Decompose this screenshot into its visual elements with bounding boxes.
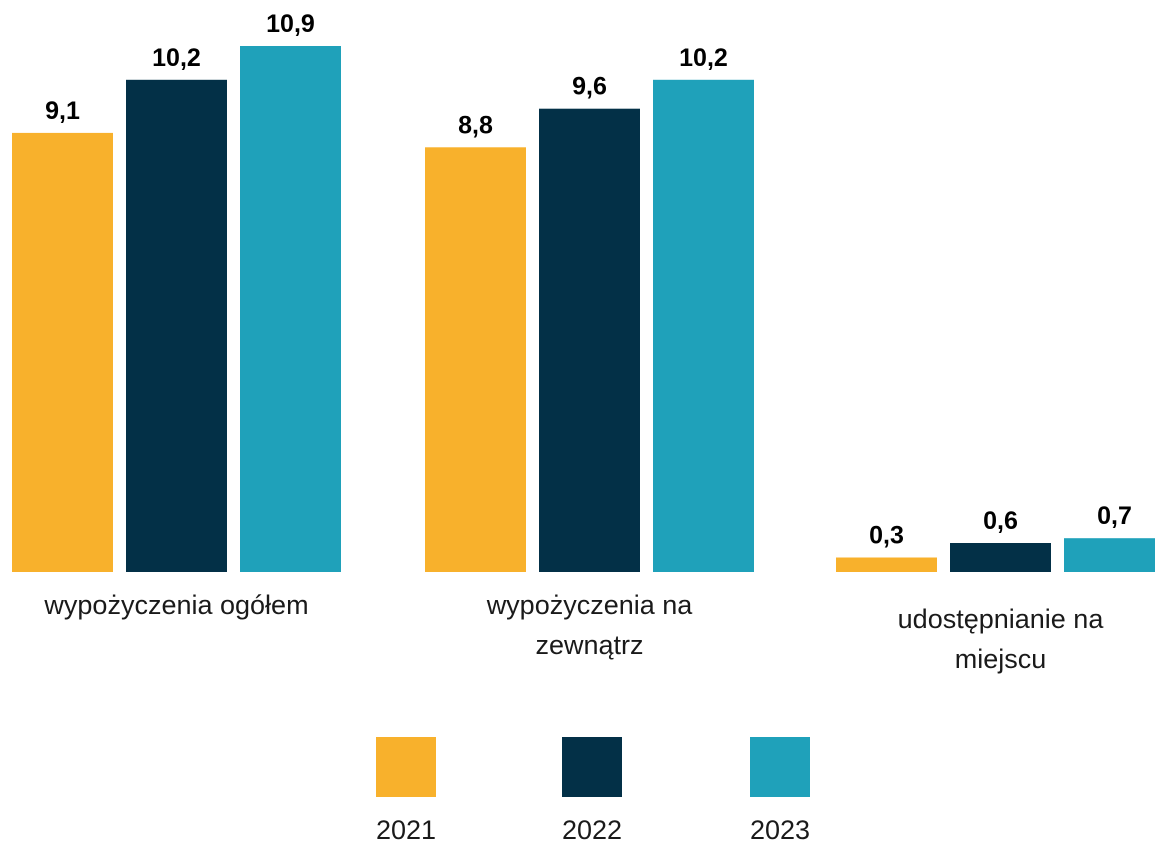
legend-swatch-2021 bbox=[376, 737, 436, 797]
data-label-2022-2: 0,6 bbox=[983, 507, 1018, 535]
category-label-2-0: udostępnianie na bbox=[898, 604, 1105, 634]
bar-2021-2 bbox=[836, 557, 937, 572]
data-label-2023-1: 10,2 bbox=[679, 44, 728, 72]
legend-label-2023: 2023 bbox=[750, 815, 810, 844]
category-label-1-1: zewnątrz bbox=[535, 630, 643, 660]
legend-label-2022: 2022 bbox=[562, 815, 622, 844]
data-label-2022-0: 10,2 bbox=[152, 44, 201, 72]
bar-2022-0 bbox=[126, 79, 227, 573]
data-label-2021-1: 8,8 bbox=[458, 111, 493, 139]
data-label-2023-2: 0,7 bbox=[1097, 502, 1132, 530]
legend-swatch-2022 bbox=[562, 737, 622, 797]
data-label-2021-0: 9,1 bbox=[45, 97, 80, 125]
category-label-1-0: wypożyczenia na bbox=[486, 590, 694, 620]
bar-2023-2 bbox=[1064, 538, 1155, 572]
bar-2021-1 bbox=[425, 147, 526, 573]
data-label-2021-2: 0,3 bbox=[869, 522, 904, 550]
bar-2023-1 bbox=[653, 79, 754, 573]
category-label-0-0: wypożyczenia ogółem bbox=[43, 590, 308, 620]
bar-2021-0 bbox=[12, 132, 113, 572]
legend-swatch-2023 bbox=[750, 737, 810, 797]
bar-2022-1 bbox=[539, 108, 640, 572]
bar-2022-2 bbox=[950, 543, 1051, 572]
category-label-2-1: miejscu bbox=[955, 644, 1047, 674]
data-label-2022-1: 9,6 bbox=[572, 73, 607, 101]
data-label-2023-0: 10,9 bbox=[266, 10, 315, 38]
bar-2023-0 bbox=[240, 46, 341, 572]
legend-label-2021: 2021 bbox=[376, 815, 436, 844]
